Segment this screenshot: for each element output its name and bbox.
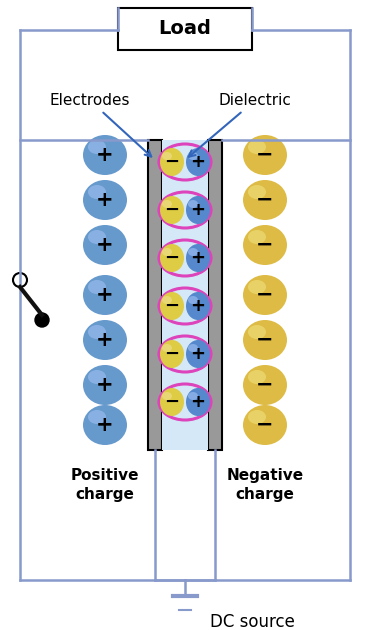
Text: +: + — [96, 285, 114, 305]
Ellipse shape — [188, 200, 198, 208]
Ellipse shape — [186, 340, 210, 368]
Ellipse shape — [162, 392, 172, 400]
Ellipse shape — [248, 185, 266, 199]
Text: −: − — [256, 190, 274, 210]
Ellipse shape — [162, 344, 172, 352]
Text: Negative
charge: Negative charge — [226, 468, 303, 501]
Text: +: + — [191, 153, 205, 171]
Ellipse shape — [88, 230, 106, 244]
Ellipse shape — [188, 344, 198, 352]
Bar — [208, 140, 222, 450]
Ellipse shape — [188, 248, 198, 256]
Text: −: − — [256, 415, 274, 435]
Text: −: − — [256, 375, 274, 395]
Text: Positive
charge: Positive charge — [71, 468, 139, 501]
Ellipse shape — [88, 280, 106, 294]
Bar — [162, 140, 208, 450]
Ellipse shape — [243, 225, 287, 265]
Ellipse shape — [162, 296, 172, 304]
Ellipse shape — [160, 340, 184, 368]
Text: Dielectric: Dielectric — [189, 93, 292, 157]
Ellipse shape — [83, 405, 127, 445]
Ellipse shape — [243, 275, 287, 315]
Ellipse shape — [88, 370, 106, 384]
Ellipse shape — [186, 292, 210, 320]
Text: −: − — [164, 249, 179, 267]
Ellipse shape — [248, 280, 266, 294]
Text: +: + — [96, 145, 114, 165]
Ellipse shape — [243, 320, 287, 360]
Ellipse shape — [188, 392, 198, 400]
Text: +: + — [96, 415, 114, 435]
Bar — [118, 8, 252, 50]
Text: +: + — [96, 235, 114, 255]
Text: DC source: DC source — [210, 613, 295, 630]
Text: −: − — [164, 297, 179, 315]
Ellipse shape — [88, 140, 106, 154]
Text: Load: Load — [159, 20, 211, 38]
Ellipse shape — [83, 225, 127, 265]
Ellipse shape — [243, 365, 287, 405]
Text: +: + — [96, 190, 114, 210]
Text: −: − — [256, 235, 274, 255]
Ellipse shape — [88, 325, 106, 339]
Text: +: + — [191, 249, 205, 267]
Text: −: − — [256, 145, 274, 165]
Text: +: + — [191, 297, 205, 315]
Ellipse shape — [160, 148, 184, 176]
Text: −: − — [164, 393, 179, 411]
Ellipse shape — [88, 185, 106, 199]
Ellipse shape — [160, 196, 184, 224]
Ellipse shape — [186, 244, 210, 272]
Text: +: + — [191, 345, 205, 363]
Ellipse shape — [186, 148, 210, 176]
Ellipse shape — [83, 320, 127, 360]
Bar — [148, 140, 162, 450]
Text: −: − — [256, 285, 274, 305]
Ellipse shape — [160, 292, 184, 320]
Ellipse shape — [83, 135, 127, 175]
Ellipse shape — [188, 296, 198, 304]
Text: −: − — [164, 345, 179, 363]
Ellipse shape — [248, 370, 266, 384]
Ellipse shape — [88, 410, 106, 424]
Text: Electrodes: Electrodes — [50, 93, 151, 156]
Circle shape — [13, 273, 27, 287]
Ellipse shape — [186, 388, 210, 416]
Ellipse shape — [83, 275, 127, 315]
Ellipse shape — [243, 180, 287, 220]
Ellipse shape — [248, 410, 266, 424]
Ellipse shape — [243, 135, 287, 175]
Ellipse shape — [162, 200, 172, 208]
Text: −: − — [164, 201, 179, 219]
Ellipse shape — [248, 230, 266, 244]
Ellipse shape — [83, 180, 127, 220]
Circle shape — [35, 313, 49, 327]
Text: −: − — [164, 153, 179, 171]
Ellipse shape — [248, 140, 266, 154]
Text: +: + — [191, 393, 205, 411]
Ellipse shape — [83, 365, 127, 405]
Ellipse shape — [243, 405, 287, 445]
Ellipse shape — [162, 152, 172, 160]
Ellipse shape — [188, 152, 198, 160]
Text: −: − — [256, 330, 274, 350]
Ellipse shape — [186, 196, 210, 224]
Text: +: + — [96, 375, 114, 395]
Ellipse shape — [248, 325, 266, 339]
Text: +: + — [96, 330, 114, 350]
Text: +: + — [191, 201, 205, 219]
Ellipse shape — [160, 244, 184, 272]
Ellipse shape — [162, 248, 172, 256]
Ellipse shape — [160, 388, 184, 416]
